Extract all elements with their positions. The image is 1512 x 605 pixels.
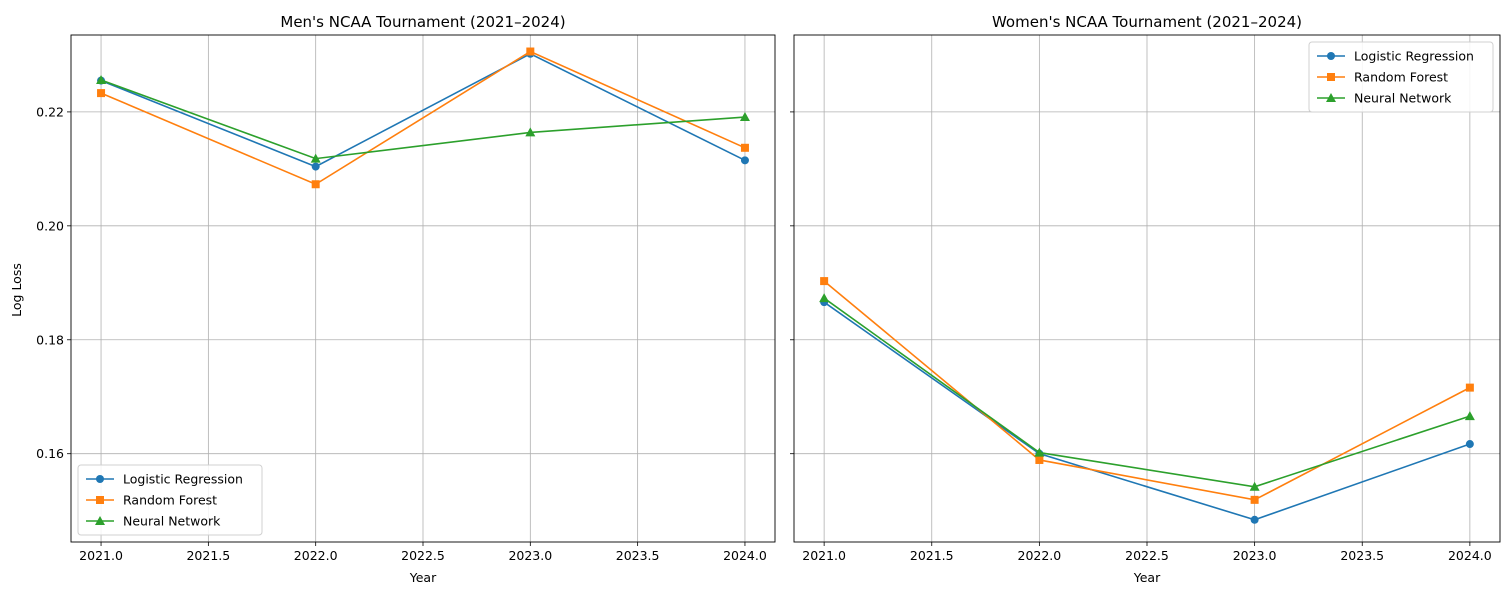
data-point — [310, 153, 321, 163]
legend-label: Logistic Regression — [1354, 49, 1474, 64]
legend-label: Random Forest — [1354, 70, 1448, 85]
legend-item: Neural Network — [86, 514, 221, 529]
y-tick-label: 0.20 — [36, 218, 64, 233]
x-tick-label: 2022.5 — [1125, 548, 1169, 563]
legend-marker — [96, 475, 104, 483]
x-tick-label: 2021.0 — [802, 548, 846, 563]
series-line — [823, 297, 1471, 488]
legend-box — [1308, 41, 1494, 113]
legend-item: Neural Network — [1317, 91, 1452, 106]
series-line — [100, 79, 746, 160]
x-tick-label: 2021.5 — [186, 548, 230, 563]
series-random-forest — [97, 47, 749, 189]
y-axis-label: Log Loss — [9, 263, 24, 317]
plot-frame — [70, 34, 776, 543]
data-point — [1035, 455, 1044, 464]
series-random-forest — [820, 277, 1474, 504]
legend-item: Logistic Regression — [86, 472, 243, 487]
data-point — [96, 75, 107, 85]
legend-item: Random Forest — [1317, 70, 1448, 85]
data-point — [739, 112, 750, 122]
legend-marker — [1327, 73, 1335, 81]
legend-item: Logistic Regression — [1317, 49, 1474, 64]
x-tick-label: 2023.5 — [616, 548, 660, 563]
x-tick-label: 2023.5 — [1340, 548, 1384, 563]
x-tick-label: 2022.5 — [401, 548, 445, 563]
series-line — [823, 280, 1471, 501]
data-point — [1465, 383, 1474, 392]
series-line — [100, 52, 746, 168]
data-point — [1250, 495, 1259, 504]
data-point — [1464, 411, 1475, 421]
data-point — [97, 89, 106, 98]
legend-marker — [95, 516, 105, 525]
x-tick-label: 2024.0 — [1448, 548, 1492, 563]
x-axis-label: Year — [1133, 570, 1161, 585]
chart-title: Women's NCAA Tournament (2021–2024) — [992, 13, 1302, 31]
legend-box — [77, 464, 263, 536]
x-tick-label: 2023.0 — [1233, 548, 1277, 563]
data-point — [740, 156, 749, 165]
legend-item: Random Forest — [86, 493, 217, 508]
x-tick-label: 2022.0 — [294, 548, 338, 563]
data-point — [1034, 447, 1045, 457]
data-point — [1249, 481, 1260, 491]
mens-chart: 2021.0 2021.5 2022.0 2022.5 2023.0 2023.5 2024… — [36, 13, 776, 585]
x-axis-label: Year — [409, 570, 437, 585]
data-point — [311, 180, 320, 189]
x-tick-label: 2023.0 — [508, 548, 552, 563]
data-point — [1465, 440, 1474, 449]
data-point — [1250, 515, 1259, 524]
womens-chart: 2021.0 2021.5 2022.0 2022.5 2023.0 2023.5 2024… — [790, 13, 1501, 585]
legend-marker — [1326, 93, 1336, 102]
legend-marker — [1327, 52, 1335, 60]
data-point — [819, 293, 830, 303]
x-tick-label: 2022.0 — [1018, 548, 1062, 563]
x-tick-label: 2021.0 — [79, 548, 123, 563]
y-tick-label: 0.18 — [36, 332, 64, 347]
data-point — [311, 162, 320, 171]
series-neural-network — [819, 293, 1475, 491]
chart-title: Men's NCAA Tournament (2021–2024) — [280, 13, 565, 31]
data-point — [526, 47, 535, 56]
plot-frame — [793, 34, 1501, 543]
legend-label: Random Forest — [123, 493, 217, 508]
legend: Logistic Regression Random Forest Neural N… — [77, 464, 263, 536]
x-tick-label: 2024.0 — [723, 548, 767, 563]
y-tick-label: 0.22 — [36, 104, 64, 119]
legend-label: Neural Network — [1354, 91, 1452, 106]
series-line — [100, 50, 746, 186]
series-line — [823, 301, 1471, 521]
legend-label: Neural Network — [123, 514, 221, 529]
legend-marker — [96, 496, 104, 504]
legend: Logistic Regression Random Forest Neural N… — [1308, 41, 1494, 113]
x-tick-label: 2021.5 — [910, 548, 954, 563]
legend-label: Logistic Regression — [123, 472, 243, 487]
data-point — [525, 127, 536, 137]
data-point — [820, 277, 829, 286]
data-point — [740, 143, 749, 152]
y-tick-label: 0.16 — [36, 446, 64, 461]
series-neural-network — [96, 75, 750, 163]
